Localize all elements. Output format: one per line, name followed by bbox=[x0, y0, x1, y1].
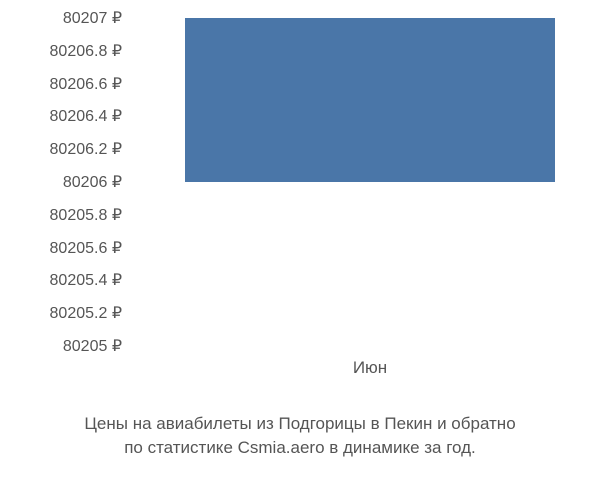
y-axis-label: 80206.6 ₽ bbox=[50, 74, 122, 94]
y-axis-label: 80205.2 ₽ bbox=[50, 303, 122, 323]
caption-line-1: Цены на авиабилеты из Подгорицы в Пекин … bbox=[0, 412, 600, 436]
y-axis-label: 80206 ₽ bbox=[63, 172, 122, 192]
caption-line-2: по статистике Csmia.aero в динамике за г… bbox=[0, 436, 600, 460]
y-axis-label: 80206.8 ₽ bbox=[50, 41, 122, 61]
y-axis-label: 80206.2 ₽ bbox=[50, 139, 122, 159]
y-axis-label: 80205.8 ₽ bbox=[50, 205, 122, 225]
y-axis-label: 80205.6 ₽ bbox=[50, 238, 122, 258]
plot-area bbox=[135, 18, 565, 346]
x-axis-label: Июн bbox=[353, 358, 387, 378]
y-axis-label: 80205 ₽ bbox=[63, 336, 122, 356]
y-axis-label: 80207 ₽ bbox=[63, 8, 122, 28]
y-axis: 80207 ₽ 80206.8 ₽ 80206.6 ₽ 80206.4 ₽ 80206.… bbox=[0, 10, 130, 350]
bar bbox=[185, 18, 555, 182]
chart-caption: Цены на авиабилеты из Подгорицы в Пекин … bbox=[0, 412, 600, 460]
y-axis-label: 80206.4 ₽ bbox=[50, 106, 122, 126]
y-axis-label: 80205.4 ₽ bbox=[50, 270, 122, 290]
chart-container: 80207 ₽ 80206.8 ₽ 80206.6 ₽ 80206.4 ₽ 80206.… bbox=[0, 10, 600, 390]
